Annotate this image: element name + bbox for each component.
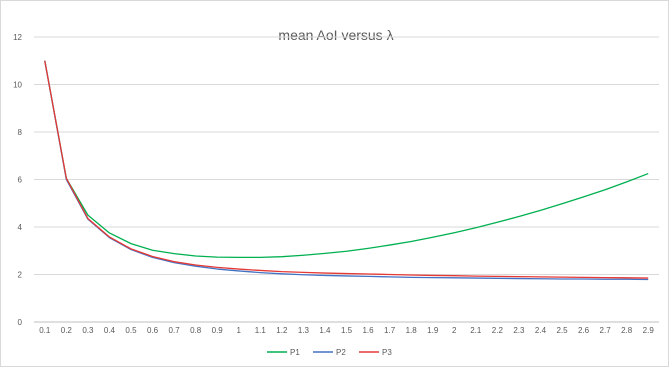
legend-label: P2	[336, 348, 346, 357]
axes: 0 2 4 6 8 10 12 0.1 0.2 0.3 0.4 0.5 0.6 0.7 0.8 0.9 1 1.1…	[13, 33, 659, 335]
x-tick-label: 0.3	[82, 326, 94, 335]
x-tick-label: 0.5	[125, 326, 137, 335]
y-tick-label: 8	[18, 128, 23, 137]
x-tick-label: 2.3	[513, 326, 525, 335]
series-line-p1	[44, 60, 649, 259]
y-tick-label: 2	[18, 271, 23, 280]
x-tick-label: 0.1	[39, 326, 51, 335]
y-tick-label: 0	[18, 318, 23, 327]
x-tick-label: 0.9	[212, 326, 224, 335]
legend: P1 P2 P3	[267, 348, 392, 357]
gridlines	[34, 36, 659, 275]
x-tick-label: 1.9	[427, 326, 439, 335]
x-tick-label: 1.6	[362, 326, 374, 335]
y-tick-label: 6	[18, 176, 23, 185]
x-tick-label: 0.4	[104, 326, 116, 335]
x-tick-label: 2.5	[556, 326, 568, 335]
y-tick-label: 10	[13, 81, 22, 90]
x-tick-label: 2	[452, 326, 457, 335]
x-tick-label: 2.9	[643, 326, 655, 335]
x-tick-label: 0.8	[190, 326, 202, 335]
x-tick-label: 0.7	[169, 326, 181, 335]
x-tick-label: 1.8	[406, 326, 418, 335]
x-tick-label: 1	[237, 326, 242, 335]
y-tick-label: 4	[18, 223, 23, 232]
legend-label: P3	[382, 348, 392, 357]
x-tick-label: 2.4	[535, 326, 547, 335]
y-tick-label: 12	[13, 33, 22, 42]
x-tick-label: 2.2	[492, 326, 504, 335]
series-line-p3	[44, 60, 649, 279]
x-tick-label: 2.1	[470, 326, 482, 335]
x-tick-label: 1.1	[255, 326, 267, 335]
x-tick-label: 0.2	[61, 326, 73, 335]
x-tick-label: 0.6	[147, 326, 159, 335]
x-tick-label: 1.7	[384, 326, 396, 335]
series-line-p2	[44, 60, 649, 281]
legend-item-p2: P2	[313, 348, 346, 357]
x-tick-label: 2.8	[621, 326, 633, 335]
x-tick-label: 1.4	[319, 326, 331, 335]
x-tick-label: 1.2	[276, 326, 288, 335]
x-tick-label: 1.5	[341, 326, 353, 335]
x-tick-label: 1.3	[298, 326, 310, 335]
chart-title: mean AoI versus λ	[278, 27, 393, 43]
legend-item-p1: P1	[267, 348, 300, 357]
x-tick-label: 2.7	[600, 326, 612, 335]
legend-label: P1	[290, 348, 300, 357]
series-lines	[44, 60, 649, 281]
legend-item-p3: P3	[359, 348, 392, 357]
x-tick-label: 2.6	[578, 326, 590, 335]
